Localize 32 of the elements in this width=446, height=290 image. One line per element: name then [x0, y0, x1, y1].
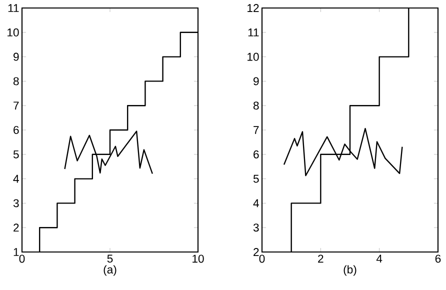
y-tick-label: 4 — [253, 199, 259, 208]
x-tick-label: 0 — [19, 254, 25, 263]
y-tick-label: 3 — [253, 224, 259, 232]
x-axis-title: (a) — [104, 265, 116, 276]
x-tick-label: 0 — [259, 254, 265, 263]
y-tick-label: 3 — [13, 199, 19, 208]
y-tick-label: 7 — [14, 102, 19, 110]
y-tick-label: 11 — [8, 4, 19, 12]
y-tick-label: 9 — [14, 52, 19, 61]
line-series — [64, 130, 154, 174]
y-tick-label: 8 — [13, 77, 19, 86]
y-tick-label: 2 — [14, 224, 19, 232]
x-tick-label: 5 — [107, 254, 113, 263]
y-tick-label: 6 — [254, 150, 259, 158]
y-tick-label: 8 — [253, 102, 259, 110]
y-tick-label: 11 — [248, 28, 259, 36]
y-tick-label: 9 — [254, 77, 259, 86]
x-axis-title: (b) — [344, 265, 356, 276]
x-tick-label: 2 — [318, 254, 324, 263]
y-tick-label: 5 — [253, 174, 259, 183]
x-tick-label: 6 — [435, 254, 441, 263]
y-tick-label: 10 — [248, 52, 259, 61]
y-tick-label: 1 — [14, 248, 19, 256]
y-tick-label: 2 — [254, 248, 259, 256]
x-tick-label: 10 — [192, 254, 204, 263]
y-tick-label: 6 — [14, 126, 19, 134]
y-tick-label: 4 — [13, 174, 19, 183]
y-tick-label: 10 — [8, 28, 19, 36]
y-tick-label: 7 — [254, 126, 259, 134]
x-tick-label: 4 — [376, 254, 382, 263]
y-tick-label: 5 — [13, 150, 19, 158]
y-tick-label: 12 — [248, 4, 259, 12]
